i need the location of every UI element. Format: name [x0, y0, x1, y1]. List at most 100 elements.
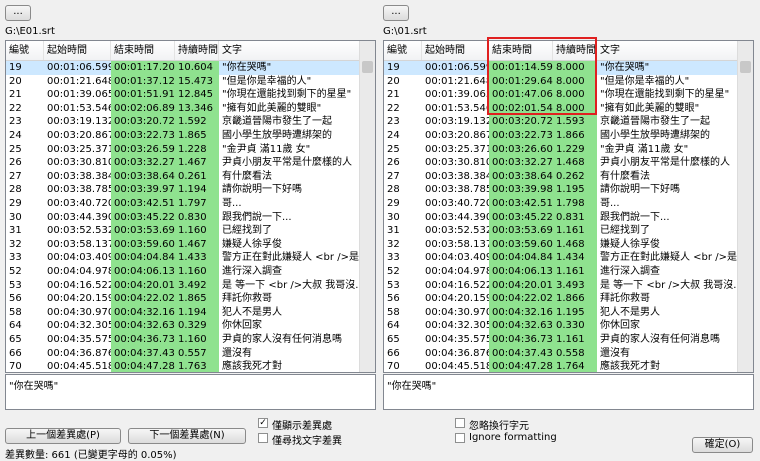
list-row[interactable]: 25 00:03:25.371 00:03:26.600 1.229 "金尹貞 滿11歲…	[384, 142, 739, 157]
list-row[interactable]: 32 00:03:58.137 00:03:59.605 1.468 嫌疑人徐孚俊	[384, 237, 739, 252]
list-cell: 24	[387, 130, 400, 141]
list-row[interactable]: 24 00:03:20.867 00:03:22.733 1.866 國小學生放學時遭綁…	[384, 129, 739, 143]
list-row[interactable]: 53 00:04:16.522 00:04:20.014 3.492 是 等一下 <br…	[6, 278, 361, 293]
list-row[interactable]: 32 00:03:58.137 00:03:59.604 1.467 嫌疑人徐孚俊	[6, 237, 361, 252]
column-header[interactable]: 文字	[219, 41, 361, 60]
list-row[interactable]: 52 00:04:04.978 00:04:06.138 1.160 進行深入調查	[6, 265, 361, 279]
list-row[interactable]: 58 00:04:30.970 00:04:32.165 1.195 犯人不是男人	[384, 305, 739, 320]
column-header[interactable]: 結束時間	[489, 41, 553, 60]
column-header[interactable]: 結束時間	[111, 41, 175, 60]
list-row[interactable]: 27 00:03:38.384 00:03:38.645 0.261 有什麼看法	[6, 169, 361, 184]
list-row[interactable]: 56 00:04:20.159 00:04:22.025 1.866 拜託你救哥	[384, 292, 739, 306]
browse-button[interactable]: ...	[5, 5, 31, 21]
list-row[interactable]: 28 00:03:38.785 00:03:39.979 1.194 請你說明一下好嗎	[6, 183, 361, 197]
list-cell: 00:04:04.978	[425, 266, 489, 277]
list-row[interactable]: 56 00:04:20.159 00:04:22.024 1.865 拜託你救哥	[6, 292, 361, 306]
column-header[interactable]: 起始時間	[44, 41, 111, 60]
scrollbar[interactable]	[359, 41, 375, 372]
list-row[interactable]: 70 00:04:45.518 00:04:47.281 1.763 應該我死才對	[6, 360, 361, 372]
list-row[interactable]: 52 00:04:04.978 00:04:06.139 1.161 進行深入調查	[384, 265, 739, 279]
ok-button[interactable]: 確定(O)	[692, 437, 753, 453]
list-cell: 00:04:16.522	[425, 279, 489, 291]
list-cell: 00:04:30.970	[425, 306, 489, 318]
list-row[interactable]: 30 00:03:44.390 00:03:45.220 0.830 跟我們說一下...	[6, 210, 361, 225]
column-header[interactable]: 起始時間	[422, 41, 489, 60]
previous-button[interactable]: 上一個差異處(P)	[5, 428, 121, 444]
highlight-box	[487, 37, 597, 115]
list-row[interactable]: 23 00:03:19.132 00:03:20.725 1.593 京畿道晉陽市發生了…	[384, 115, 739, 129]
list-row[interactable]: 24 00:03:20.867 00:03:22.732 1.865 國小學生放學時遭綁…	[6, 129, 361, 143]
list-row[interactable]: 29 00:03:40.720 00:03:42.517 1.797 哥...	[6, 197, 361, 211]
list-row[interactable]: 28 00:03:38.785 00:03:39.980 1.195 請你說明一下好嗎	[384, 183, 739, 197]
checkbox-label[interactable]: Ignore formatting	[469, 432, 557, 443]
scroll-thumb[interactable]	[740, 61, 751, 73]
list-row[interactable]: 65 00:04:35.575 00:04:36.736 1.161 尹貞的家人沒有任何…	[384, 333, 739, 347]
list-row[interactable]: 26 00:03:30.810 00:03:32.277 1.467 尹貞小朋友平常是什…	[6, 156, 361, 170]
list-row[interactable]: 31 00:03:52.532 00:03:53.693 1.161 已經找到了	[384, 224, 739, 238]
list-row[interactable]: 27 00:03:38.384 00:03:38.646 0.262 有什麼看法	[384, 169, 739, 184]
checkbox[interactable]	[455, 418, 465, 428]
list-cell: 22	[387, 102, 400, 114]
list-row[interactable]: 66 00:04:36.876 00:04:37.433 0.557 還沒有	[6, 346, 361, 361]
file-path: G:\01.srt	[383, 26, 427, 37]
list-row[interactable]: 33 00:04:03.409 00:04:04.842 1.433 警方正在對此嫌疑人…	[6, 251, 361, 265]
list-cell: 24	[9, 130, 22, 141]
list-cell: "你在哭嗎"	[222, 62, 272, 73]
checkbox-label[interactable]: 忽略換行字元	[469, 421, 529, 432]
list-row[interactable]: 26 00:03:30.810 00:03:32.278 1.468 尹貞小朋友平常是什…	[384, 156, 739, 170]
list-row[interactable]: 22 00:01:53.546 00:02:06.892 13.346 "擁有如此美麗的…	[6, 101, 361, 116]
list-row[interactable]: 19 00:01:06.599 00:01:14.599 8.000 "你在哭嗎"	[384, 61, 739, 75]
checkbox[interactable]: ✓	[258, 418, 268, 428]
list-cell: 有什麼看法	[222, 170, 272, 182]
list-cell: 00:03:22.732	[111, 129, 175, 143]
list-row[interactable]: 64 00:04:32.305 00:04:32.635 0.330 你休回家	[384, 319, 739, 333]
list-row[interactable]: 66 00:04:36.876 00:04:37.434 0.558 還沒有	[384, 346, 739, 361]
list-row[interactable]: 23 00:03:19.132 00:03:20.724 1.592 京畿道晉陽市發生了…	[6, 115, 361, 129]
list-row[interactable]: 31 00:03:52.532 00:03:53.692 1.160 已經找到了	[6, 224, 361, 238]
list-cell: 1.797	[175, 197, 219, 211]
column-header[interactable]: 文字	[597, 41, 739, 60]
next-button[interactable]: 下一個差異處(N)	[128, 428, 246, 444]
list-row[interactable]: 29 00:03:40.720 00:03:42.518 1.798 哥...	[384, 197, 739, 211]
list-cell: 27	[387, 170, 400, 182]
list-cell: 31	[9, 225, 22, 237]
list-cell: 1.798	[553, 197, 597, 211]
list-row[interactable]: 21 00:01:39.065 00:01:51.910 12.845 "你現在還能找到…	[6, 88, 361, 102]
list-row[interactable]: 70 00:04:45.518 00:04:47.282 1.764 應該我死才對	[384, 360, 739, 372]
list-row[interactable]: 33 00:04:03.409 00:04:04.843 1.434 警方正在對此嫌疑人…	[384, 251, 739, 265]
list-cell: 00:01:21.648	[425, 75, 489, 87]
column-header[interactable]: 編號	[384, 41, 422, 60]
checkbox-label[interactable]: 僅尋找文字差異	[272, 436, 342, 447]
list-cell: 國小學生放學時遭綁架的	[600, 130, 710, 141]
list-row[interactable]: 19 00:01:06.599 00:01:17.203 10.604 "你在哭嗎"	[6, 61, 361, 75]
list-row[interactable]: 21 00:01:39.065 00:01:47.065 8.000 "你現在還能找到剩…	[384, 88, 739, 102]
checkbox[interactable]	[258, 433, 268, 443]
column-header[interactable]: 編號	[6, 41, 44, 60]
checkbox[interactable]	[455, 433, 465, 443]
list-cell: 00:04:32.635	[489, 319, 553, 333]
list-row[interactable]: 20 00:01:21.648 00:01:37.121 15.473 "但是你是幸福的…	[6, 74, 361, 89]
list-cell: 00:03:30.810	[47, 157, 111, 169]
list-cell: 犯人不是男人	[600, 306, 660, 318]
column-header[interactable]: 持續時間	[175, 41, 219, 60]
browse-button[interactable]: ...	[383, 5, 409, 21]
list-cell: "你在哭嗎"	[600, 62, 650, 73]
list-row[interactable]: 64 00:04:32.305 00:04:32.634 0.329 你休回家	[6, 319, 361, 333]
list-cell: 0.329	[175, 319, 219, 333]
list-row[interactable]: 22 00:01:53.546 00:02:01.546 8.000 "擁有如此美麗的雙…	[384, 101, 739, 116]
list-cell: 8.000	[553, 61, 597, 75]
list-row[interactable]: 20 00:01:21.648 00:01:29.648 8.000 "但是你是幸福的人…	[384, 74, 739, 89]
checkbox-label[interactable]: 僅顯示差異處	[272, 421, 332, 432]
list-row[interactable]: 25 00:03:25.371 00:03:26.599 1.228 "金尹貞 滿11歲…	[6, 142, 361, 157]
list-row[interactable]: 65 00:04:35.575 00:04:36.735 1.160 尹貞的家人沒有任何…	[6, 333, 361, 347]
scrollbar[interactable]	[737, 41, 753, 372]
list-row[interactable]: 30 00:03:44.390 00:03:45.221 0.831 跟我們說一下...	[384, 210, 739, 225]
list-row[interactable]: 58 00:04:30.970 00:04:32.164 1.194 犯人不是男人	[6, 305, 361, 320]
list-cell: "金尹貞 滿11歲 女"	[600, 143, 689, 155]
list-row[interactable]: 53 00:04:16.522 00:04:20.015 3.493 是 等一下 <br…	[384, 278, 739, 293]
scroll-thumb[interactable]	[362, 61, 373, 73]
list-cell: 00:03:19.132	[425, 116, 489, 128]
list-cell: 0.261	[175, 169, 219, 184]
list-cell: 00:03:40.720	[425, 198, 489, 209]
list-cell: 23	[387, 116, 400, 128]
